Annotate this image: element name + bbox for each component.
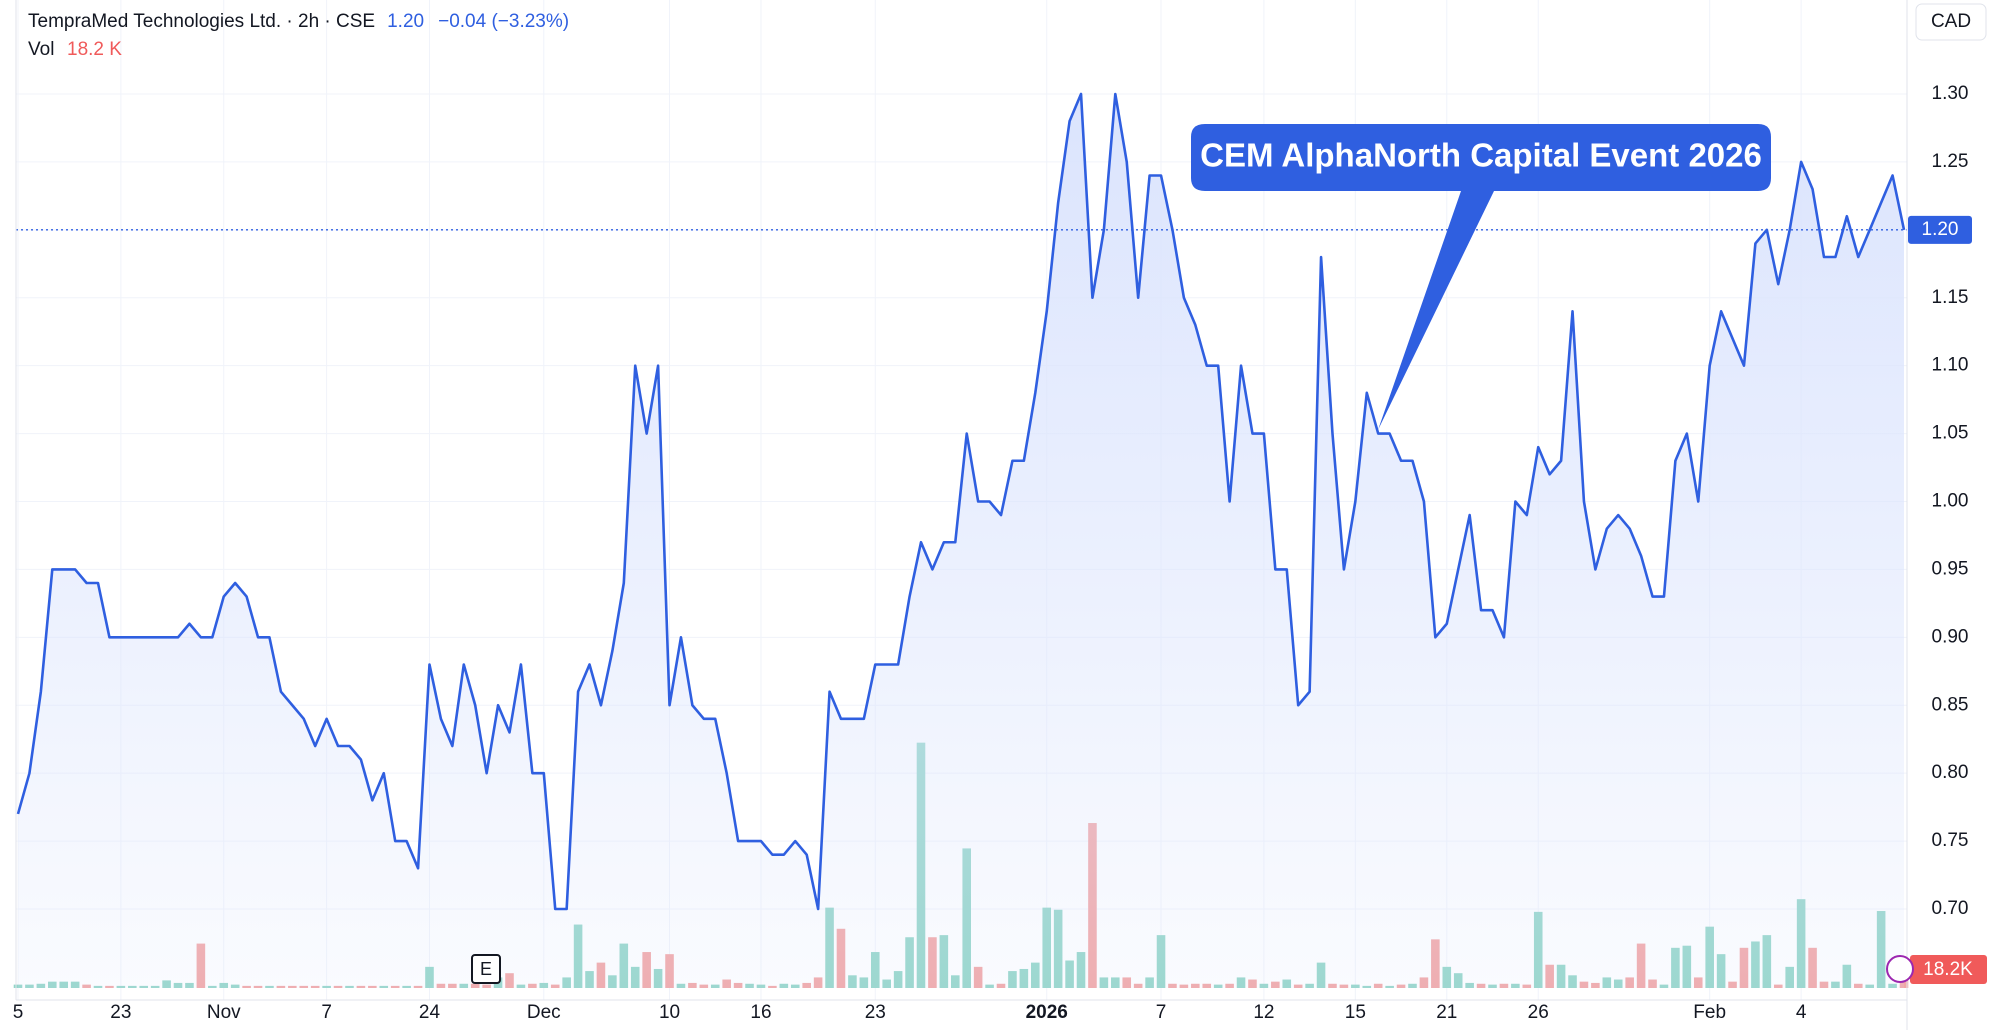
- axes: 0.70 0.75 0.80 0.85 0.90 0.95 1.00 1.05 1.10 1.15…: [13, 83, 1987, 1023]
- x-tick-label: 2026: [1026, 1002, 1068, 1023]
- x-tick-label: 7: [321, 1002, 332, 1023]
- x-tick-label: 21: [1436, 1002, 1457, 1023]
- y-tick-label: 0.75: [1932, 830, 1969, 851]
- currency[interactable]: CAD: [1931, 11, 1971, 32]
- x-tick-label: Nov: [207, 1002, 241, 1023]
- price-line: [16, 92, 1906, 911]
- y-tick-label: 0.90: [1932, 626, 1969, 647]
- x-tick-label: 23: [865, 1002, 886, 1023]
- alert-icon[interactable]: [1886, 955, 1914, 983]
- volume-title: Vol: [28, 39, 54, 60]
- event-box[interactable]: [471, 954, 501, 984]
- y-tick-label: 1.15: [1932, 287, 1969, 308]
- x-tick-label: Dec: [527, 1002, 561, 1023]
- x-tick-label: 12: [1253, 1002, 1274, 1023]
- y-tick-label: 0.85: [1932, 694, 1969, 715]
- x-tick-label: 4: [1796, 1002, 1807, 1023]
- y-tick-label: 0.80: [1932, 762, 1969, 783]
- symbol-title: TempraMed Technologies Ltd. · 2h · CSE: [28, 11, 375, 32]
- x-tick-label: 10: [659, 1002, 680, 1023]
- annotation-bubble: [1191, 124, 1771, 430]
- x-tick-label: 16: [750, 1002, 771, 1023]
- event-label[interactable]: E: [480, 959, 492, 979]
- x-tick-label: 26: [1528, 1002, 1549, 1023]
- price-layer: [16, 92, 1907, 988]
- y-tick-label: 1.05: [1932, 423, 1969, 444]
- last-price-badge: [1908, 215, 1972, 244]
- x-tick-label: 15: [1345, 1002, 1366, 1023]
- event-marker[interactable]: E: [471, 954, 501, 984]
- price-area: [18, 94, 1904, 988]
- currency-box[interactable]: [1915, 3, 1987, 41]
- x-tick-label: 24: [419, 1002, 441, 1023]
- x-tick-label: Feb: [1693, 1002, 1726, 1023]
- x-tick-label: 23: [110, 1002, 131, 1023]
- price-text: 1.20: [387, 11, 424, 32]
- annotation: CEM AlphaNorth Capital Event 2026: [1191, 124, 1771, 430]
- y-tick-label: 1.10: [1932, 355, 1969, 376]
- y-tick-label: 1.00: [1932, 491, 1969, 512]
- volume-badge: [1910, 955, 1987, 984]
- y-tick-label: 1.25: [1932, 151, 1969, 172]
- y-tick-label: 0.70: [1932, 898, 1969, 919]
- volume-badge-label: 18.2K: [1923, 959, 1973, 980]
- x-tick-label: 5: [13, 1002, 24, 1023]
- volume-text: 18.2 K: [67, 39, 122, 60]
- change-text: −0.04 (−3.23%): [438, 11, 569, 32]
- annotation-text: CEM AlphaNorth Capital Event 2026: [1200, 137, 1762, 174]
- y-tick-label: 1.30: [1932, 83, 1969, 104]
- x-tick-label: 7: [1156, 1002, 1167, 1023]
- last-price-label: 1.20: [1922, 219, 1959, 240]
- y-tick-label: 0.95: [1932, 558, 1969, 579]
